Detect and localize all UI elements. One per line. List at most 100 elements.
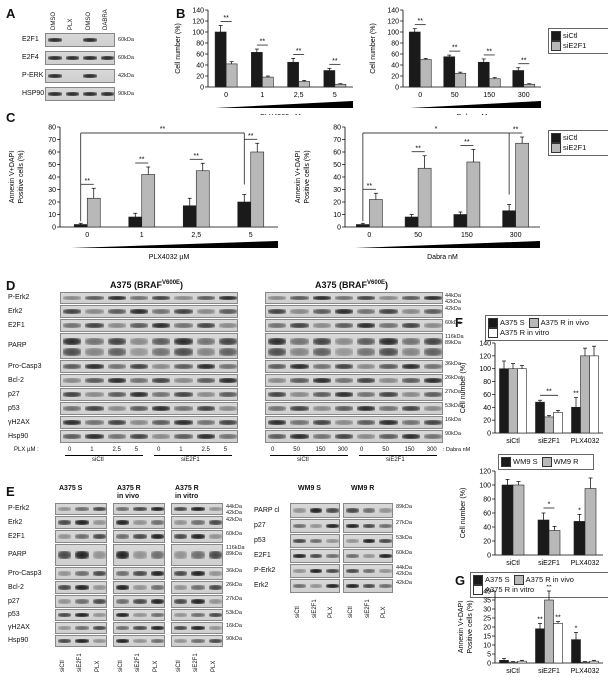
blot-band bbox=[293, 583, 306, 589]
blot-band bbox=[58, 520, 72, 525]
blot-band bbox=[326, 568, 339, 574]
blot-strip bbox=[171, 516, 223, 529]
blot-band bbox=[309, 523, 323, 529]
legend-entry: A375 R in vitro bbox=[473, 585, 534, 596]
blot-band bbox=[346, 507, 359, 514]
blot-band bbox=[357, 323, 376, 328]
blot-band bbox=[208, 534, 222, 539]
blot-band bbox=[63, 296, 82, 300]
lane-label: siE2F1 bbox=[135, 653, 142, 672]
row-label: Pro-Casp3 bbox=[8, 569, 42, 577]
blot-band bbox=[133, 626, 147, 630]
y-axis-label-line: Positive cells (%) bbox=[467, 600, 474, 653]
blot-band bbox=[268, 406, 287, 411]
title-close: ) bbox=[180, 280, 184, 290]
blot-band bbox=[63, 378, 82, 383]
bar-a375-s bbox=[535, 401, 545, 434]
blot-band bbox=[129, 348, 148, 356]
blot-band bbox=[85, 378, 104, 383]
significance-mark: ** bbox=[546, 389, 552, 396]
y-tick-label: 140 bbox=[387, 8, 399, 15]
bracket-significance: ** bbox=[160, 126, 166, 133]
blot-band bbox=[75, 520, 89, 525]
blot-band bbox=[218, 337, 237, 345]
significance-mark: ** bbox=[139, 157, 145, 164]
bar-a375-s bbox=[571, 406, 581, 434]
blot-strip bbox=[290, 549, 340, 563]
blot-strip bbox=[265, 430, 443, 443]
bar-sie2f1 bbox=[369, 199, 383, 228]
blot-strip bbox=[60, 305, 238, 318]
blot-band bbox=[312, 337, 331, 345]
blot-band bbox=[85, 420, 104, 425]
legend-swatch bbox=[473, 585, 483, 596]
title-superscript: V600E bbox=[162, 280, 181, 286]
blot-band bbox=[174, 296, 193, 300]
blot-band bbox=[65, 55, 79, 61]
blot-strip bbox=[60, 430, 238, 443]
legend-swatch bbox=[473, 575, 483, 586]
blot-band bbox=[312, 434, 331, 439]
y-axis-label: Cell number (%) bbox=[370, 23, 377, 74]
x-tick-label: 5 bbox=[249, 232, 253, 239]
blot-band bbox=[218, 323, 237, 328]
row-label: p53 bbox=[254, 537, 266, 544]
blot-band bbox=[174, 599, 188, 604]
row-label: E2F1 bbox=[254, 552, 271, 559]
bar-sie2f1 bbox=[250, 151, 265, 228]
row-label: γH2AX bbox=[8, 418, 30, 426]
blot-band bbox=[309, 538, 323, 544]
blot-strip bbox=[113, 595, 165, 608]
blot-band bbox=[423, 323, 442, 328]
blot-band bbox=[129, 296, 148, 300]
y-tick-label: 120 bbox=[479, 353, 491, 360]
blot-band bbox=[129, 378, 148, 383]
blot-band bbox=[133, 534, 147, 539]
blot-band bbox=[174, 434, 193, 439]
blot-title-right: A375 (BRAFV600E) bbox=[315, 280, 388, 290]
dose-wedge bbox=[409, 101, 541, 108]
kda-label: 60kDa bbox=[445, 320, 461, 326]
group-label: siE2F1 bbox=[181, 457, 200, 463]
chart-g-annexin: 0 5 10 15 20 25 30 35 40 Annexin V+DAPI Positive c… bbox=[458, 585, 603, 675]
x-axis-label: PLX4032 µM bbox=[260, 114, 301, 115]
blot-strip bbox=[45, 69, 115, 83]
kda-label: 27kDa bbox=[396, 520, 412, 526]
row-label: P-ERK bbox=[22, 72, 44, 79]
blot-band bbox=[58, 626, 72, 630]
dabra-suffix: : Dabra nM bbox=[443, 447, 471, 453]
x-axis-label: PLX4032 µM bbox=[149, 254, 190, 261]
kda-label: 89kDa bbox=[445, 340, 461, 346]
row-label: Pro-Casp3 bbox=[8, 362, 42, 370]
blot-band bbox=[326, 553, 339, 559]
blot-band bbox=[107, 337, 126, 345]
x-tick-label: 1 bbox=[140, 232, 144, 239]
y-tick-label: 100 bbox=[479, 366, 491, 373]
y-tick-label: 70 bbox=[333, 137, 341, 144]
y-tick-label: 35 bbox=[483, 598, 491, 605]
y-axis-label: Cell number (%) bbox=[460, 363, 467, 414]
blot-band bbox=[357, 337, 376, 345]
plx-dose: 2.5 bbox=[112, 447, 121, 453]
bar-a375-r-in-vivo bbox=[508, 368, 518, 434]
blot-band bbox=[357, 309, 376, 314]
blot-band bbox=[63, 309, 82, 314]
blot-strip bbox=[60, 388, 238, 401]
legend-g: A375 S A375 R in vivoA375 R in vitro bbox=[470, 572, 608, 599]
x-tick-label: 0 bbox=[85, 232, 89, 239]
lane-label: siCtl bbox=[176, 660, 182, 672]
legend-swatch bbox=[528, 318, 539, 329]
bar-a375-r-in-vitro bbox=[517, 660, 527, 664]
blot-strip bbox=[265, 416, 443, 429]
blot-strip bbox=[343, 534, 393, 548]
blot-band bbox=[334, 323, 353, 328]
significance-mark: ** bbox=[452, 45, 458, 52]
blot-strip bbox=[55, 609, 107, 621]
blot-band bbox=[92, 585, 106, 590]
x-tick-label: 5 bbox=[333, 92, 337, 99]
bar-sictl bbox=[404, 216, 419, 228]
y-tick-label: 15 bbox=[483, 634, 491, 641]
x-tick-label: siCtl bbox=[506, 668, 520, 675]
bar-a375-s bbox=[499, 368, 509, 434]
blot-band bbox=[174, 507, 188, 511]
